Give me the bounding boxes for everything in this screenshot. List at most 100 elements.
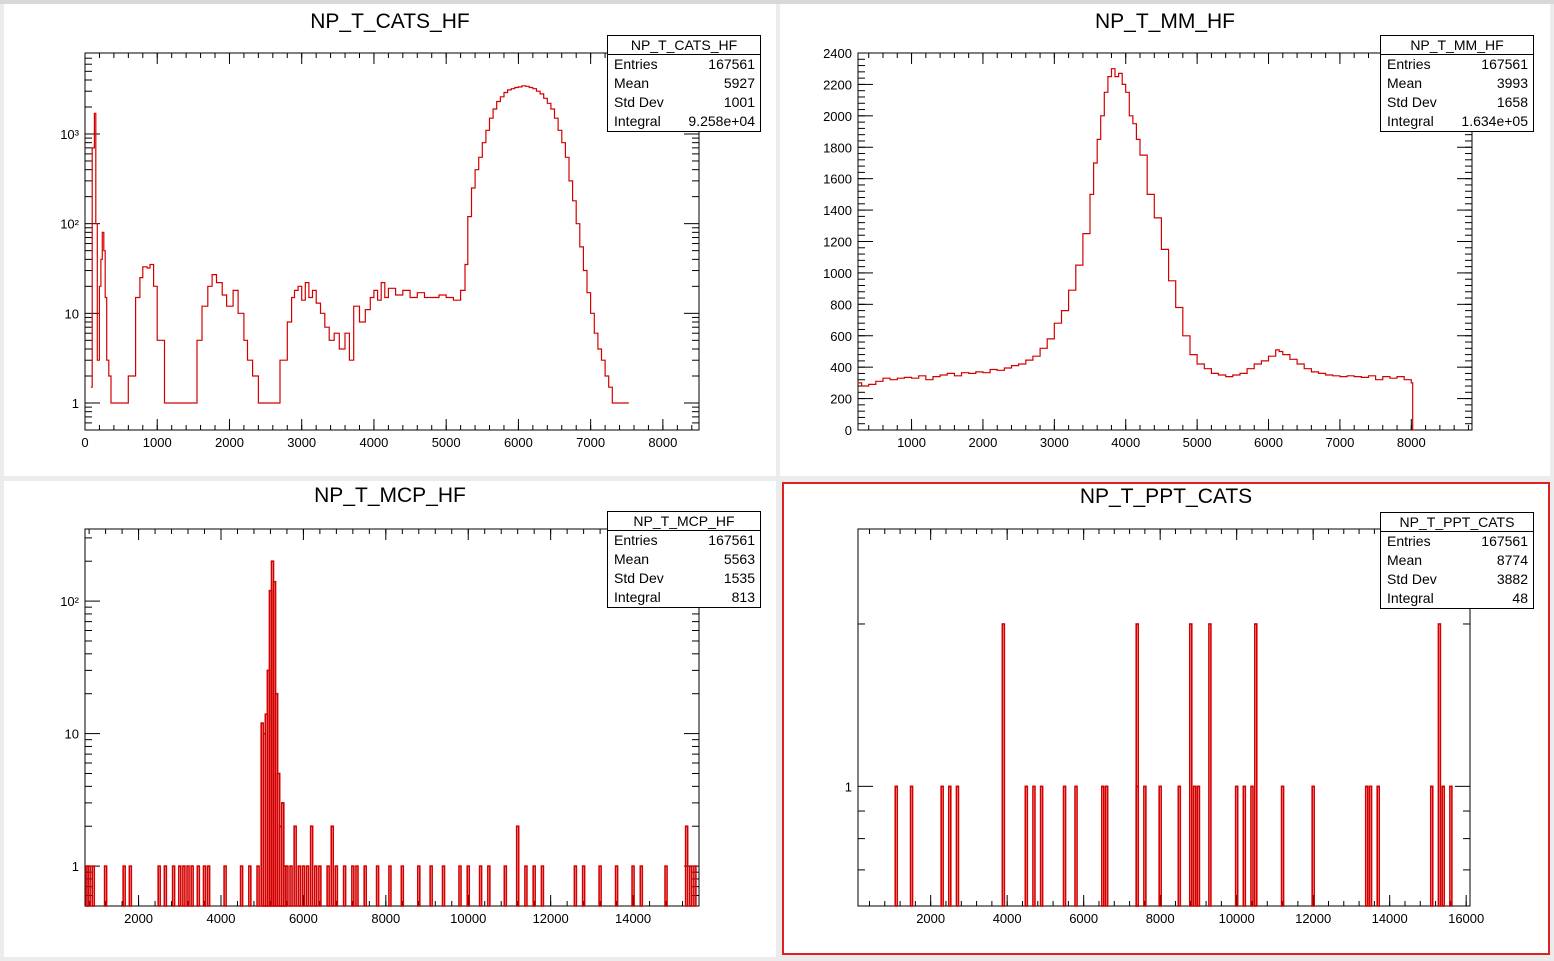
histogram-bin (1001, 623, 1006, 907)
x-tick-label: 8000 (1397, 435, 1426, 450)
stats-box[interactable]: NP_T_MCP_HF Entries 167561 Mean 5563 Std D… (607, 511, 761, 608)
x-tick-label: 4000 (207, 911, 236, 926)
x-tick-label: 10000 (1219, 911, 1255, 926)
x-tick-label: 6000 (289, 911, 318, 926)
histogram-bin (223, 865, 227, 907)
histogram-bin (388, 865, 392, 907)
histogram-pad-cats-hf[interactable]: NP_T_CATS_HF 0 1000 2000 3000 4000 5000 6000 70… (4, 4, 776, 476)
histogram-bin (293, 825, 297, 907)
histogram-bin (318, 865, 322, 907)
histogram-bin (1208, 623, 1212, 907)
histogram-bin (206, 865, 211, 907)
histogram-bin (186, 865, 190, 907)
histogram-bin (487, 865, 491, 907)
x-tick-label: 2000 (916, 911, 945, 926)
y-tick-label: 10³ (60, 127, 79, 142)
y-tick-label: 600 (830, 329, 852, 344)
histogram-bin (305, 865, 310, 907)
histogram-bin (664, 865, 668, 907)
histogram-bin (1192, 785, 1197, 907)
x-tick-label: 14000 (1372, 911, 1408, 926)
y-tick-label: 1600 (823, 172, 852, 187)
x-tick-label: 12000 (1295, 911, 1331, 926)
x-tick-label: 4000 (1111, 435, 1140, 450)
x-tick-label: 5000 (432, 435, 461, 450)
x-tick-label: 4000 (359, 435, 388, 450)
histogram-bin (515, 825, 520, 907)
x-tick-label: 6000 (1254, 435, 1283, 450)
histogram-bin (1100, 785, 1105, 907)
histogram-bin (1074, 785, 1078, 907)
histogram-bin (1364, 785, 1369, 907)
x-tick-label: 4000 (993, 911, 1022, 926)
histogram-bin (182, 865, 186, 907)
histogram-bin (355, 865, 359, 907)
pad-title: NP_T_CATS_HF (310, 10, 470, 33)
histogram-bin (202, 865, 207, 907)
histogram-pad-mm-hf[interactable]: NP_T_MM_HF 1000 2000 3000 4000 5000 6000 7000 8… (780, 4, 1550, 476)
y-tick-label: 10² (60, 217, 79, 232)
stats-box[interactable]: NP_T_CATS_HF Entries 167561 Mean 5927 Std … (607, 35, 761, 132)
histogram-bin (1234, 785, 1239, 907)
histogram-bin (91, 865, 96, 907)
stats-row-entries: Entries 167561 (1387, 56, 1528, 72)
stats-row-mean: Mean 5563 (614, 551, 755, 567)
histogram-bin (239, 865, 244, 907)
histogram-bin (1032, 785, 1036, 907)
stats-box[interactable]: NP_T_MM_HF Entries 167561 Mean 3993 Std De… (1380, 35, 1534, 132)
histogram-bin (1376, 785, 1381, 907)
x-tick-label: 12000 (533, 911, 569, 926)
stats-box[interactable]: NP_T_PPT_CATS Entries 167561 Mean 8774 Std… (1380, 512, 1534, 609)
histogram-bin (163, 865, 168, 907)
stats-row-stddev: Std Dev 3882 (1387, 571, 1528, 587)
y-tick-label: 1 (72, 859, 79, 874)
histogram-bin (1039, 785, 1044, 907)
stats-title: NP_T_CATS_HF (608, 36, 760, 55)
histogram-bin (285, 865, 289, 907)
histogram-bin (1177, 785, 1182, 907)
histogram-bin (309, 825, 314, 907)
histogram-bin (466, 865, 471, 907)
stats-row-entries: Entries 167561 (614, 532, 755, 548)
y-tick-label: 2000 (823, 109, 852, 124)
histogram-bin (684, 825, 689, 907)
histogram-bin (1104, 785, 1109, 907)
histogram-bin (326, 865, 330, 907)
histogram-bin (1441, 785, 1446, 907)
histogram-plot: 2000 4000 6000 8000 10000 12000 14000 1 10 10² (60, 528, 700, 926)
histogram-line (858, 68, 1415, 431)
histogram-bin (909, 785, 914, 907)
top-strip (0, 0, 1554, 4)
x-tick-label: 7000 (576, 435, 605, 450)
histogram-bin (581, 865, 586, 907)
x-tick-label: 0 (81, 435, 88, 450)
histogram-bin (688, 865, 693, 907)
histogram-bin (1449, 785, 1453, 907)
histogram-bin (1196, 785, 1201, 907)
histogram-bin (1429, 785, 1434, 907)
histogram-bin (177, 865, 182, 907)
y-tick-label: 2400 (823, 46, 852, 61)
x-tick-label: 3000 (287, 435, 316, 450)
histogram-bin (693, 865, 697, 907)
stats-row-stddev: Std Dev 1658 (1387, 94, 1528, 110)
histogram-bin (1062, 785, 1067, 907)
histogram-line (90, 85, 629, 404)
y-tick-label: 1 (845, 779, 852, 794)
histogram-bin (478, 865, 483, 907)
y-tick-label: 200 (830, 392, 852, 407)
histogram-bin (334, 865, 339, 907)
pad-title: NP_T_MM_HF (1094, 10, 1236, 33)
stats-row-entries: Entries 167561 (614, 56, 755, 72)
histogram-bin (955, 785, 960, 907)
histogram-bin (1368, 785, 1373, 907)
histogram-bin (171, 865, 176, 907)
stats-row-integral: Integral 813 (614, 589, 755, 605)
histogram-bin (301, 865, 306, 907)
histogram-pad-mcp-hf[interactable]: NP_T_MCP_HF 2000 4000 6000 8000 10000 12000 14… (4, 481, 776, 957)
histogram-plot: 2000 4000 6000 8000 10000 12000 14000 16000 1 (845, 528, 1484, 926)
histogram-bin (190, 865, 194, 907)
histogram-pad-ppt-cats[interactable]: NP_T_PPT_CATS 2000 4000 6000 8000 10000 12000… (782, 482, 1550, 955)
stats-row-integral: Integral 48 (1387, 590, 1528, 606)
stats-row-mean: Mean 3993 (1387, 75, 1528, 91)
